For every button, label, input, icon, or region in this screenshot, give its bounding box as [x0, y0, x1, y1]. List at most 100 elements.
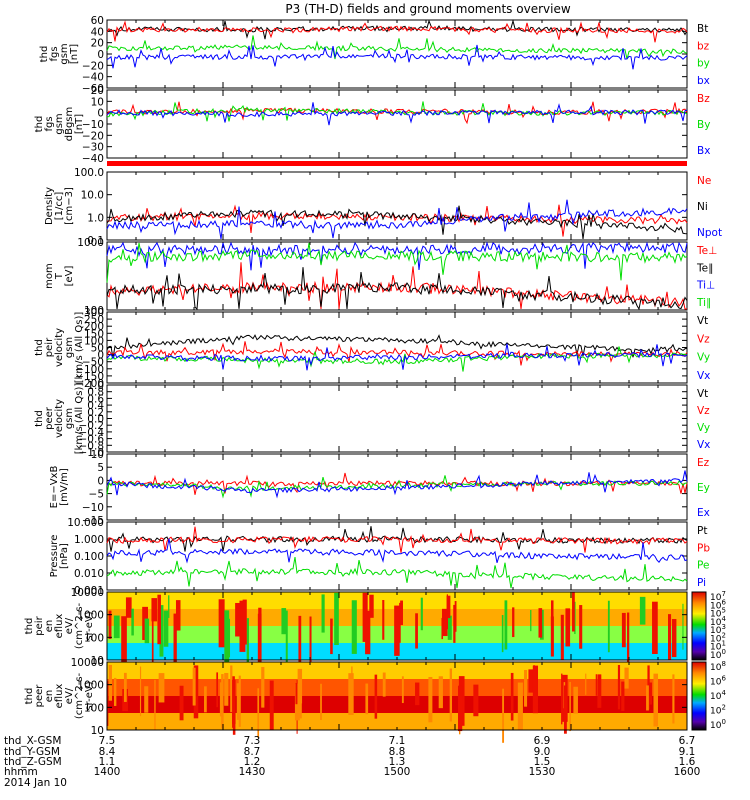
spectrogram-streak — [123, 672, 127, 702]
y-tick-label: 10.0 — [81, 190, 104, 202]
footer-value: 1400 — [94, 766, 121, 778]
spectrogram-streak — [369, 594, 374, 618]
footer-value: 1600 — [674, 766, 701, 778]
spectrogram-streak — [224, 672, 229, 706]
colorbar-exponent: 7 — [721, 590, 725, 598]
spectrogram-band — [107, 696, 687, 714]
y-axis-label: eV/ — [64, 617, 75, 634]
legend-label: Bz — [697, 93, 710, 105]
spectrogram-streak — [528, 669, 534, 693]
y-tick-label: −10 — [82, 119, 104, 131]
colorbar — [691, 661, 707, 731]
spectrogram-streak — [258, 607, 262, 639]
footer-row-label: thd_X-GSM — [4, 735, 61, 747]
y-tick-label: 0.4 — [87, 400, 104, 412]
colorbar-label: 102 — [710, 704, 726, 717]
y-tick-label: −40 — [82, 153, 104, 165]
series-line-Pt — [106, 526, 688, 552]
spectrogram-streak — [597, 674, 602, 708]
spectrogram-streak — [348, 673, 354, 715]
spectrogram-streak — [151, 619, 154, 670]
spectrogram-streak — [682, 603, 684, 650]
plot-title: P3 (TH-D) fields and ground moments over… — [285, 2, 570, 16]
y-axis-label: thd — [34, 339, 45, 356]
spectrogram-streak — [473, 684, 479, 717]
y-axis-label: thd — [24, 618, 35, 635]
footer-value: 1.3 — [389, 756, 406, 768]
series-line-Pi — [106, 538, 688, 564]
legend-label: Ex — [697, 507, 710, 519]
legend-label: Ti∥ — [696, 297, 711, 309]
spectrogram-streak — [449, 668, 453, 722]
y-axis-label: Density — [44, 187, 55, 225]
series-line-Ex — [106, 470, 688, 499]
y-tick-label: 10000 — [71, 657, 104, 669]
spectrogram-streak — [144, 686, 149, 713]
y-axis-label: thd — [39, 46, 50, 63]
spectrogram-streak — [415, 613, 418, 649]
series-line-Ti⊥ — [106, 241, 688, 271]
spectrogram-streak — [238, 675, 241, 727]
footer-row-label: thd_Y-GSM — [4, 746, 60, 758]
spectrogram-band — [107, 592, 687, 610]
spectrogram-streak — [320, 683, 322, 721]
spectrogram-streak — [235, 602, 241, 637]
panel-8: 10.000 1.000 0.100 0.010 0.001 Pressure [nPa] P… — [49, 517, 710, 597]
spectrogram-streak — [113, 677, 117, 706]
footer-value: 1.2 — [244, 756, 261, 768]
y-tick-label: 0 — [97, 49, 104, 61]
y-tick-label: −200 — [75, 378, 104, 390]
series-line-Vx — [106, 343, 688, 371]
footer-value: 7.1 — [389, 735, 406, 747]
spectrogram-streak — [144, 618, 150, 644]
spectrogram-streak — [232, 679, 236, 724]
spectrogram-streak — [321, 594, 325, 633]
legend-label: Vy — [697, 352, 710, 364]
spectrogram-streak — [653, 673, 659, 727]
y-tick-label: 60 — [91, 15, 104, 27]
panel-frame — [106, 89, 688, 159]
y-tick-label: −20 — [82, 60, 104, 72]
spectrogram-streak — [607, 600, 610, 653]
legend-label: Pt — [697, 525, 707, 537]
legend-label: Vz — [697, 405, 710, 417]
spectrogram-streak — [627, 612, 630, 664]
spectrogram-streak — [671, 619, 677, 658]
footer-row-label: thd_Z-GSM — [4, 756, 62, 768]
y-tick-label: 20 — [91, 38, 104, 50]
spectrogram-streak — [192, 667, 196, 706]
series-line-Ez — [106, 472, 688, 495]
spectrogram-band — [107, 662, 687, 680]
y-tick-label: 5 — [97, 462, 104, 474]
spectrogram-streak — [168, 595, 170, 618]
y-tick-label: −30 — [82, 142, 104, 154]
legend-label: Vz — [697, 333, 710, 345]
spectrogram-streak — [579, 605, 583, 649]
y-tick-label: 50 — [91, 343, 104, 355]
spectrogram-streak — [565, 608, 571, 647]
y-axis-label: [nT] — [74, 114, 85, 134]
spectrogram-streak — [330, 618, 333, 655]
series-line-Ne — [106, 204, 688, 237]
colorbar-label: 108 — [710, 660, 726, 673]
y-tick-label: 1000 — [77, 680, 104, 692]
spectrogram-streak — [415, 682, 420, 706]
colorbar-exponent: 0 — [721, 648, 725, 656]
y-tick-label: 10000 — [71, 587, 104, 599]
spectrogram-streak — [517, 682, 523, 731]
y-tick-label: 100 — [84, 335, 104, 347]
spectrogram-streak — [374, 674, 378, 719]
spectrogram-streak — [173, 613, 177, 662]
spectrogram-streak — [648, 682, 653, 705]
y-tick-label: 1.0 — [87, 380, 104, 392]
y-tick-label: 0.001 — [74, 585, 104, 597]
spectrogram-streak — [530, 610, 532, 632]
y-tick-label: −5 — [89, 489, 104, 501]
footer-value: 1430 — [239, 766, 266, 778]
series-line-Ti∥ — [106, 242, 688, 283]
legend-label: Vt — [697, 315, 708, 327]
series-line-Te∥ — [106, 267, 688, 311]
series-line-bz — [106, 20, 688, 43]
y-tick-label: 0.1 — [87, 235, 104, 247]
